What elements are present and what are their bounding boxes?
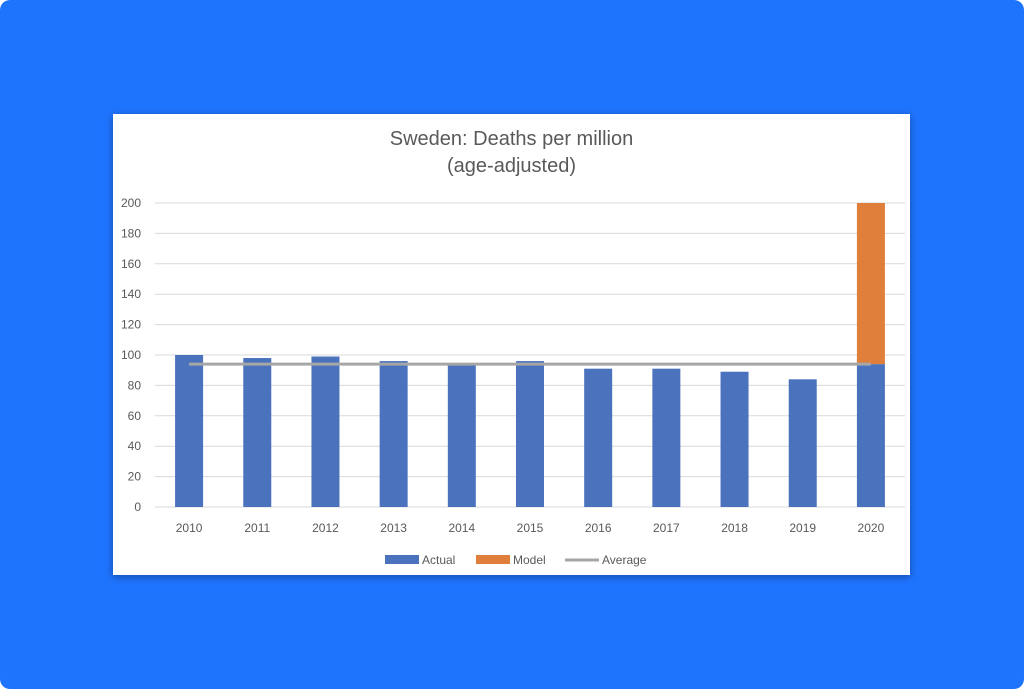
x-tick-label: 2010 (176, 521, 203, 535)
chart-title: Sweden: Deaths per million (age-adjusted… (113, 126, 910, 180)
bar-actual-2014 (447, 364, 476, 507)
bar-actual-2016 (584, 368, 613, 507)
x-tick-label: 2013 (380, 521, 407, 535)
bar-actual-2012 (311, 356, 340, 507)
legend-swatch-actual (385, 555, 419, 564)
x-tick-label: 2015 (517, 521, 544, 535)
y-tick-label: 0 (134, 500, 141, 514)
y-tick-label: 160 (121, 257, 141, 271)
y-tick-label: 100 (121, 348, 141, 362)
y-tick-label: 80 (128, 378, 142, 392)
chart-card: Sweden: Deaths per million (age-adjusted… (113, 114, 910, 575)
x-tick-label: 2011 (244, 521, 270, 535)
bar-model-2020 (856, 203, 885, 365)
x-tick-label: 2020 (858, 521, 885, 535)
legend-swatch-model (476, 555, 510, 564)
x-tick-label: 2017 (653, 521, 680, 535)
y-tick-label: 20 (128, 470, 142, 484)
chart-title-main: Sweden: Deaths per million (389, 128, 634, 150)
x-tick-label: 2014 (448, 521, 475, 535)
y-tick-label: 200 (121, 196, 141, 210)
bar-actual-2013 (379, 361, 408, 507)
y-tick-label: 40 (128, 439, 142, 453)
x-tick-label: 2016 (585, 521, 612, 535)
y-tick-label: 120 (121, 318, 141, 332)
legend-label-model: Model (513, 553, 546, 567)
legend-label-actual: Actual (422, 553, 455, 567)
bar-actual-2010 (175, 355, 204, 507)
chart-plot: 0 20 40 60 80 100 120 140 160 180 200 2010 2011 2012 2… (121, 196, 905, 567)
bar-actual-2017 (652, 368, 681, 507)
legend-label-average: Average (602, 553, 647, 567)
x-tick-label: 2012 (312, 521, 339, 535)
x-tick-label: 2019 (789, 521, 816, 535)
bar-actual-2020 (856, 364, 885, 507)
bar-actual-2018 (720, 371, 749, 507)
x-tick-label: 2018 (721, 521, 748, 535)
y-tick-label: 180 (121, 226, 141, 240)
bar-actual-2011 (243, 358, 272, 507)
bar-actual-2015 (516, 361, 544, 507)
chart-subtitle: (age-adjusted) (447, 155, 576, 177)
y-tick-label: 140 (121, 287, 141, 301)
y-tick-label: 60 (128, 409, 142, 423)
bar-actual-2019 (788, 379, 817, 507)
